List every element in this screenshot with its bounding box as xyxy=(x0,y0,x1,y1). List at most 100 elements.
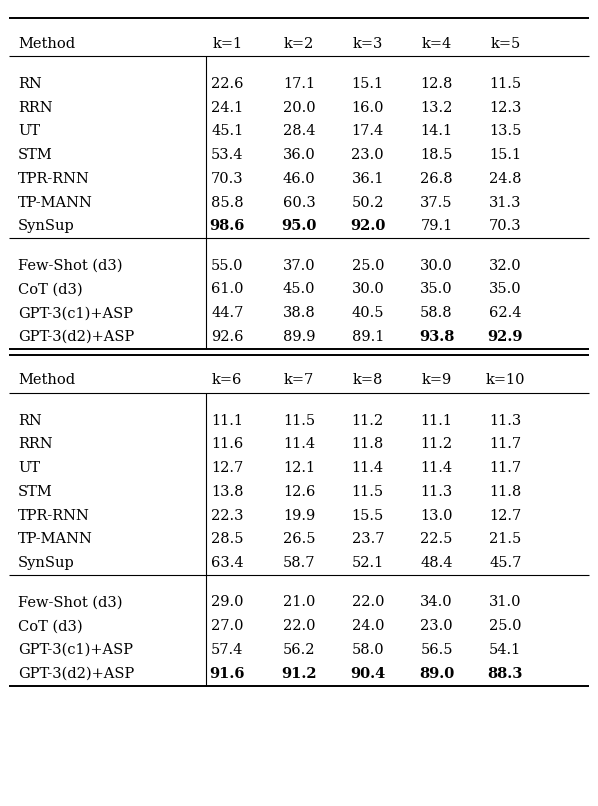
Text: 89.0: 89.0 xyxy=(419,667,454,681)
Text: 89.1: 89.1 xyxy=(352,330,384,344)
Text: k=3: k=3 xyxy=(353,36,383,51)
Text: UT: UT xyxy=(18,124,40,139)
Text: k=10: k=10 xyxy=(486,373,525,388)
Text: 23.7: 23.7 xyxy=(352,533,384,546)
Text: 26.8: 26.8 xyxy=(420,172,453,186)
Text: 56.2: 56.2 xyxy=(283,643,315,657)
Text: 24.1: 24.1 xyxy=(211,101,243,114)
Text: 11.3: 11.3 xyxy=(420,485,453,499)
Text: 21.5: 21.5 xyxy=(489,533,521,546)
Text: 15.1: 15.1 xyxy=(489,148,521,162)
Text: 95.0: 95.0 xyxy=(281,219,317,234)
Text: 11.5: 11.5 xyxy=(283,413,315,427)
Text: 15.5: 15.5 xyxy=(352,509,384,522)
Text: 46.0: 46.0 xyxy=(283,172,315,186)
Text: 34.0: 34.0 xyxy=(420,596,453,609)
Text: 56.5: 56.5 xyxy=(420,643,453,657)
Text: 13.8: 13.8 xyxy=(211,485,243,499)
Text: k=9: k=9 xyxy=(422,373,451,388)
Text: 11.2: 11.2 xyxy=(352,413,384,427)
Text: k=6: k=6 xyxy=(212,373,242,388)
Text: 58.7: 58.7 xyxy=(283,556,315,570)
Text: 45.0: 45.0 xyxy=(283,282,315,297)
Text: 28.4: 28.4 xyxy=(283,124,315,139)
Text: 11.4: 11.4 xyxy=(283,438,315,451)
Text: 13.2: 13.2 xyxy=(420,101,453,114)
Text: 11.2: 11.2 xyxy=(420,438,453,451)
Text: 11.5: 11.5 xyxy=(352,485,384,499)
Text: 37.5: 37.5 xyxy=(420,196,453,210)
Text: 12.1: 12.1 xyxy=(283,461,315,475)
Text: 50.2: 50.2 xyxy=(352,196,384,210)
Text: GPT-3(d2)+ASP: GPT-3(d2)+ASP xyxy=(18,667,134,681)
Text: 63.4: 63.4 xyxy=(211,556,243,570)
Text: SynSup: SynSup xyxy=(18,556,75,570)
Text: 12.8: 12.8 xyxy=(420,77,453,91)
Text: 16.0: 16.0 xyxy=(352,101,384,114)
Text: 12.7: 12.7 xyxy=(489,509,521,522)
Text: 54.1: 54.1 xyxy=(489,643,521,657)
Text: 61.0: 61.0 xyxy=(211,282,243,297)
Text: RN: RN xyxy=(18,77,42,91)
Text: 28.5: 28.5 xyxy=(211,533,243,546)
Text: 52.1: 52.1 xyxy=(352,556,384,570)
Text: Few-Shot (d3): Few-Shot (d3) xyxy=(18,596,123,609)
Text: 53.4: 53.4 xyxy=(211,148,243,162)
Text: 11.4: 11.4 xyxy=(420,461,453,475)
Text: 44.7: 44.7 xyxy=(211,306,243,320)
Text: SynSup: SynSup xyxy=(18,219,75,234)
Text: 12.6: 12.6 xyxy=(283,485,315,499)
Text: 70.3: 70.3 xyxy=(211,172,243,186)
Text: 25.0: 25.0 xyxy=(489,619,521,634)
Text: k=8: k=8 xyxy=(353,373,383,388)
Text: TPR-RNN: TPR-RNN xyxy=(18,172,90,186)
Text: 35.0: 35.0 xyxy=(420,282,453,297)
Text: 19.9: 19.9 xyxy=(283,509,315,522)
Text: 13.0: 13.0 xyxy=(420,509,453,522)
Text: RRN: RRN xyxy=(18,101,53,114)
Text: 23.0: 23.0 xyxy=(420,619,453,634)
Text: 62.4: 62.4 xyxy=(489,306,521,320)
Text: 91.6: 91.6 xyxy=(209,667,245,681)
Text: 11.7: 11.7 xyxy=(489,461,521,475)
Text: TPR-RNN: TPR-RNN xyxy=(18,509,90,522)
Text: 24.0: 24.0 xyxy=(352,619,384,634)
Text: 18.5: 18.5 xyxy=(420,148,453,162)
Text: 15.1: 15.1 xyxy=(352,77,384,91)
Text: 40.5: 40.5 xyxy=(352,306,384,320)
Text: k=1: k=1 xyxy=(212,36,242,51)
Text: Method: Method xyxy=(18,373,75,388)
Text: 48.4: 48.4 xyxy=(420,556,453,570)
Text: STM: STM xyxy=(18,485,53,499)
Text: 22.0: 22.0 xyxy=(352,596,384,609)
Text: 32.0: 32.0 xyxy=(489,259,521,272)
Text: 36.1: 36.1 xyxy=(352,172,384,186)
Text: 25.0: 25.0 xyxy=(352,259,384,272)
Text: 27.0: 27.0 xyxy=(211,619,243,634)
Text: Few-Shot (d3): Few-Shot (d3) xyxy=(18,259,123,272)
Text: 11.8: 11.8 xyxy=(352,438,384,451)
Text: 20.0: 20.0 xyxy=(283,101,315,114)
Text: 22.6: 22.6 xyxy=(211,77,243,91)
Text: RRN: RRN xyxy=(18,438,53,451)
Text: k=4: k=4 xyxy=(422,36,451,51)
Text: STM: STM xyxy=(18,148,53,162)
Text: TP-MANN: TP-MANN xyxy=(18,533,93,546)
Text: k=2: k=2 xyxy=(284,36,314,51)
Text: 22.0: 22.0 xyxy=(283,619,315,634)
Text: 88.3: 88.3 xyxy=(487,667,523,681)
Text: 11.8: 11.8 xyxy=(489,485,521,499)
Text: 13.5: 13.5 xyxy=(489,124,521,139)
Text: 26.5: 26.5 xyxy=(283,533,315,546)
Text: k=5: k=5 xyxy=(490,36,520,51)
Text: TP-MANN: TP-MANN xyxy=(18,196,93,210)
Text: 11.1: 11.1 xyxy=(420,413,453,427)
Text: Method: Method xyxy=(18,36,75,51)
Text: 17.4: 17.4 xyxy=(352,124,384,139)
Text: 92.6: 92.6 xyxy=(211,330,243,344)
Text: 38.8: 38.8 xyxy=(283,306,315,320)
Text: 58.0: 58.0 xyxy=(352,643,384,657)
Text: 93.8: 93.8 xyxy=(419,330,454,344)
Text: GPT-3(c1)+ASP: GPT-3(c1)+ASP xyxy=(18,643,133,657)
Text: 70.3: 70.3 xyxy=(489,219,521,234)
